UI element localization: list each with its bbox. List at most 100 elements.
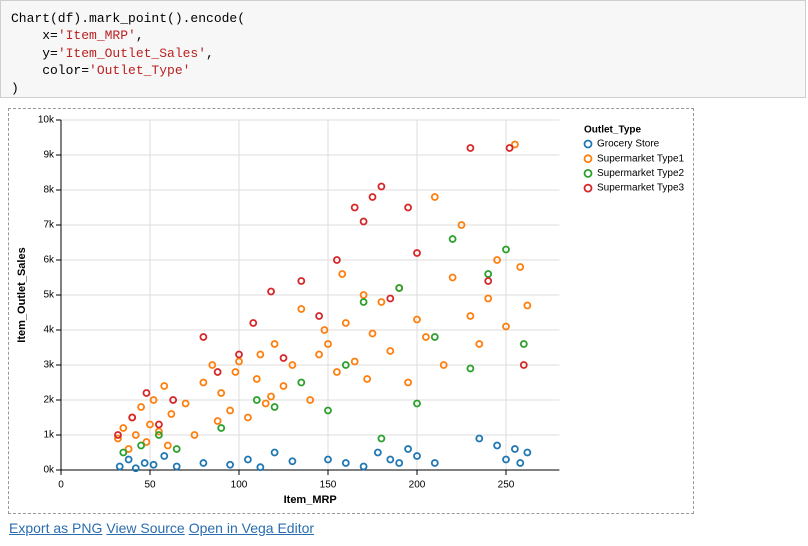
point — [324, 406, 332, 415]
point — [252, 396, 261, 404]
legend-label: Supermarket Type1 — [597, 153, 685, 164]
point — [395, 284, 404, 292]
point — [267, 287, 275, 296]
point — [332, 256, 341, 264]
point — [199, 378, 208, 387]
point — [502, 455, 510, 464]
point — [167, 410, 176, 418]
point — [140, 459, 149, 467]
point — [217, 389, 226, 397]
point — [137, 441, 146, 450]
point — [341, 319, 350, 327]
x-tick-label: 150 — [320, 480, 337, 491]
point — [516, 459, 525, 467]
point — [475, 434, 484, 443]
point — [235, 357, 243, 366]
point — [413, 249, 421, 257]
point — [124, 455, 133, 464]
point — [226, 406, 235, 415]
point — [172, 445, 181, 453]
point — [190, 431, 199, 439]
point — [377, 298, 386, 306]
point — [493, 441, 502, 450]
point — [288, 457, 297, 466]
point — [208, 361, 217, 369]
point — [386, 455, 395, 464]
point — [359, 298, 368, 306]
link[interactable]: Export as PNG — [9, 520, 103, 536]
point — [261, 399, 270, 408]
point — [252, 375, 261, 383]
legend-label: Supermarket Type2 — [597, 168, 685, 179]
point — [243, 413, 252, 422]
point — [377, 182, 386, 191]
point — [114, 434, 122, 443]
point — [270, 403, 279, 411]
point — [448, 273, 457, 282]
point — [288, 361, 297, 369]
point — [243, 455, 252, 464]
point — [338, 270, 347, 278]
link[interactable]: Open in Vega Editor — [188, 520, 315, 536]
x-tick-label: 200 — [409, 480, 426, 491]
point — [386, 294, 395, 303]
point — [137, 403, 146, 411]
point — [502, 322, 510, 331]
point — [466, 144, 475, 152]
point — [146, 420, 154, 429]
code-token: ) — [11, 80, 19, 96]
y-tick-label: 0k — [43, 465, 55, 476]
point — [256, 463, 265, 472]
code-token: 'Item_Outlet_Sales' — [57, 45, 207, 61]
point — [160, 452, 169, 460]
point — [270, 448, 279, 457]
y-tick-label: 10k — [38, 115, 55, 126]
code-cell: Chart(df).mark_point().encode( x='Item_M… — [0, 0, 806, 98]
point — [226, 460, 235, 469]
point — [404, 203, 413, 212]
point — [149, 460, 158, 469]
legend-label: Supermarket Type3 — [597, 183, 685, 194]
y-tick-label: 2k — [43, 395, 55, 406]
point — [359, 462, 368, 471]
point — [119, 448, 128, 457]
point — [324, 455, 332, 464]
y-tick-label: 5k — [43, 290, 55, 301]
point — [421, 333, 430, 341]
link[interactable]: View Source — [106, 520, 185, 536]
point — [279, 382, 288, 390]
point — [395, 459, 404, 467]
point — [142, 438, 151, 446]
point — [484, 277, 493, 285]
point — [142, 389, 151, 397]
point — [297, 305, 306, 313]
x-tick-label: 100 — [231, 480, 248, 491]
point — [213, 417, 222, 425]
point — [475, 340, 484, 348]
y-tick-label: 9k — [43, 150, 55, 161]
legend-label: Grocery Store — [597, 139, 660, 150]
code-token: y= — [11, 45, 58, 61]
point — [484, 294, 493, 303]
y-tick-label: 4k — [43, 325, 55, 336]
point — [213, 368, 222, 376]
point — [131, 464, 140, 473]
point — [154, 431, 163, 439]
point — [172, 462, 181, 471]
y-tick-label: 7k — [43, 220, 55, 231]
point — [181, 399, 190, 408]
point — [519, 340, 528, 348]
point — [163, 441, 172, 450]
point — [149, 396, 158, 404]
point — [413, 452, 421, 460]
code-token: x= — [11, 28, 58, 44]
point — [315, 350, 324, 359]
point — [439, 361, 448, 369]
point — [297, 277, 306, 285]
code-token: 'Item_MRP' — [57, 28, 136, 44]
point — [511, 445, 519, 453]
point — [430, 193, 439, 201]
point — [505, 144, 514, 152]
x-tick-label: 50 — [144, 480, 156, 491]
